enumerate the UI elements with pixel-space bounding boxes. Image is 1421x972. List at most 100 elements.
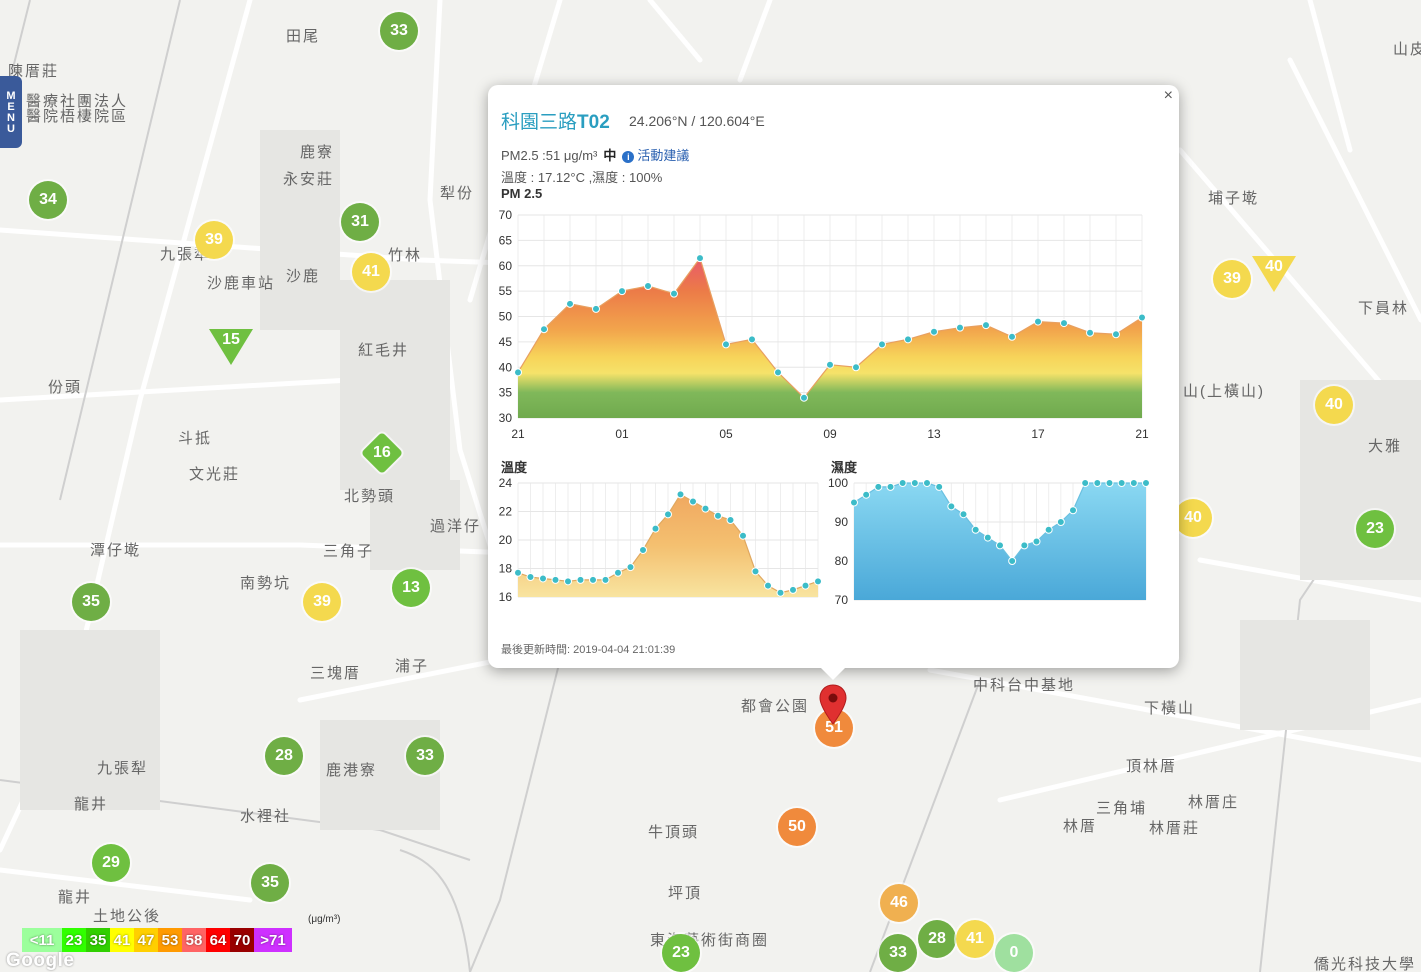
station-title[interactable]: 科園三路T02 [501,107,610,134]
place-label: 潭仔墘 [90,542,142,559]
data-point [722,340,730,349]
station-code: T02 [577,112,610,133]
legend-cell: 35 [86,928,110,952]
data-point [601,575,610,584]
station-marker-value: 39 [205,231,223,248]
station-marker-value: 35 [82,593,100,610]
legend-cell: <11 [22,928,62,952]
station-marker[interactable]: 50 [778,808,816,846]
data-point [592,304,600,313]
place-label: 土地公後 [93,908,162,925]
data-point [514,568,522,577]
station-marker[interactable]: 23 [1356,510,1394,548]
station-marker[interactable]: 28 [918,920,956,958]
place-label: 竹林 [388,247,423,264]
data-point [670,289,678,298]
google-logo: Google [6,950,75,971]
hum-chart-title: 濕度 [831,460,858,475]
station-marker-value: 0 [1009,944,1019,961]
data-point [644,282,652,291]
station-marker[interactable]: 40 [1252,256,1296,296]
data-point [1056,518,1065,526]
station-marker[interactable]: 0 [995,934,1033,972]
data-point [959,510,968,519]
station-marker[interactable]: 41 [956,920,994,958]
data-point [676,490,685,499]
data-point [751,567,760,576]
station-marker-value: 23 [672,944,690,961]
station-marker[interactable]: 40 [1174,499,1212,537]
data-point [800,393,808,402]
info-icon[interactable]: i [622,151,635,163]
station-marker[interactable]: 28 [265,737,303,775]
station-marker-value: 46 [890,894,908,911]
data-point [1008,557,1017,565]
y-tick-label: 16 [499,590,513,604]
station-marker[interactable]: 46 [880,884,918,922]
data-point [1117,479,1126,487]
station-marker[interactable]: 33 [879,934,917,972]
place-label: 龍井 [74,796,109,813]
station-marker[interactable]: 39 [1213,260,1251,298]
station-marker[interactable]: 15 [209,329,253,369]
data-point [696,254,704,263]
station-coords: 24.206°N / 120.604°E [629,113,765,129]
station-marker-value: 33 [889,944,907,961]
station-marker[interactable]: 31 [341,203,379,241]
place-label: 浦子 [395,658,430,675]
station-marker[interactable]: 13 [392,569,430,607]
station-marker[interactable]: 33 [406,737,444,775]
pm-level: 中 [603,148,617,163]
station-marker[interactable]: 35 [251,864,289,902]
close-icon[interactable]: × [1163,87,1173,104]
series-area [518,494,818,597]
station-marker[interactable]: 35 [72,583,110,621]
data-point [714,511,722,520]
data-point [774,368,782,377]
data-point [1034,317,1042,326]
station-marker[interactable]: 33 [380,12,418,50]
map-pin-icon[interactable] [819,684,847,726]
menu-button[interactable]: MENU [0,76,22,148]
place-label: 山皮 [1393,41,1421,58]
activity-advice-link[interactable]: 活動建議 [637,148,690,163]
station-marker[interactable]: 39 [195,221,233,259]
data-point [1032,537,1041,546]
data-point [826,360,834,369]
temperature-chart: 16 18 20 22 24 [499,476,822,604]
station-marker[interactable]: 23 [662,934,700,972]
legend-cell: 47 [134,928,158,952]
place-label: 下橫山 [1144,700,1196,717]
station-marker[interactable]: 39 [303,583,341,621]
data-point [639,545,647,554]
station-marker[interactable]: 34 [29,181,67,219]
data-point [589,575,597,584]
place-label: 三角子 [323,543,375,560]
station-marker[interactable]: 29 [92,844,130,882]
data-point [996,541,1004,550]
menu-label: MENU [5,90,17,134]
data-point [764,581,772,590]
station-marker-value: 40 [1325,396,1343,413]
place-label: 北勢頭 [344,488,396,505]
data-point [1008,332,1016,341]
data-point [1044,525,1053,534]
station-marker-value: 23 [1366,520,1384,537]
pm-reading: PM2.5 :51 μg/m³ 中 i 活動建議 [501,145,689,164]
data-point [923,479,931,487]
place-label: 中科台中基地 [973,677,1076,694]
legend-cell: 70 [230,928,254,952]
x-tick-label: 17 [1031,427,1045,441]
station-marker[interactable]: 40 [1315,386,1353,424]
station-marker[interactable]: 41 [352,253,390,291]
place-label: 沙鹿 [286,268,321,285]
y-tick-label: 22 [499,505,513,519]
station-marker-value: 51 [825,719,843,736]
data-point [1112,330,1120,339]
data-point [1081,479,1090,487]
place-label: 水裡社 [240,808,292,825]
station-marker-value: 41 [362,263,380,280]
data-point [878,340,886,349]
data-point [850,498,858,507]
